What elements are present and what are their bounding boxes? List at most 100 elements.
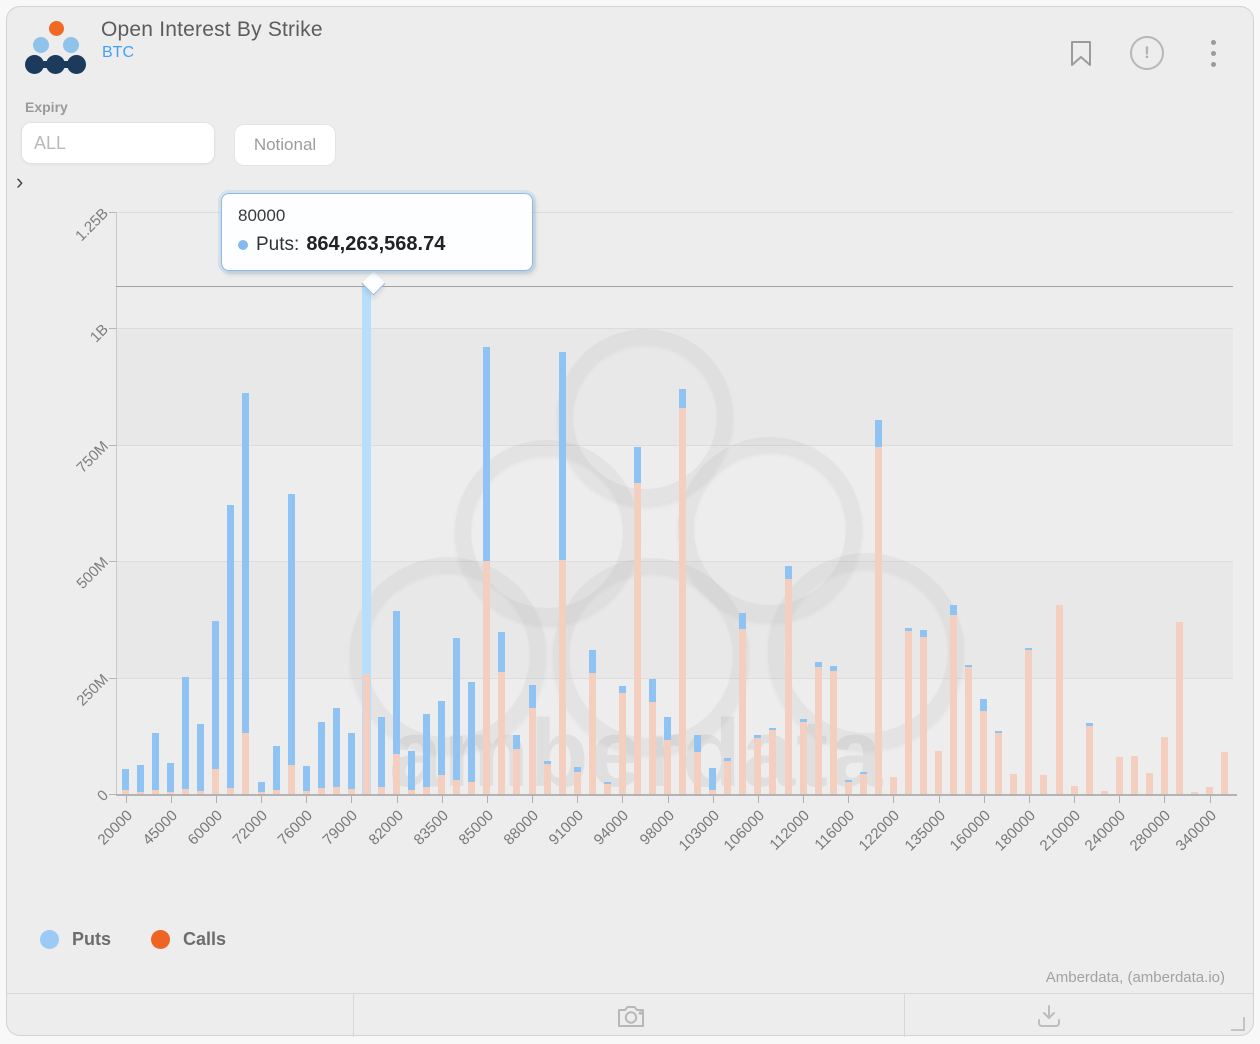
puts-bar[interactable] (347, 733, 355, 794)
puts-bar[interactable] (137, 765, 145, 794)
puts-bar[interactable] (438, 700, 446, 794)
calls-bar[interactable] (754, 737, 762, 794)
puts-bar[interactable] (182, 676, 190, 794)
calls-bar[interactable] (438, 775, 446, 794)
calls-bar[interactable] (709, 790, 717, 794)
calls-bar[interactable] (573, 771, 581, 794)
calls-bar[interactable] (347, 789, 355, 794)
calls-bar[interactable] (769, 729, 777, 794)
calls-bar[interactable] (122, 790, 129, 794)
calls-bar[interactable] (317, 788, 325, 794)
puts-bar[interactable] (167, 763, 175, 794)
calls-bar[interactable] (980, 710, 988, 794)
kebab-menu-icon[interactable] (1195, 35, 1231, 71)
puts-bar[interactable] (423, 713, 431, 794)
calls-bar[interactable] (212, 768, 220, 794)
calls-bar[interactable] (618, 693, 626, 794)
calls-bar[interactable] (302, 791, 310, 794)
calls-bar[interactable] (603, 783, 611, 794)
calls-bar[interactable] (227, 788, 235, 794)
calls-bar[interactable] (844, 781, 852, 794)
calls-bar[interactable] (814, 667, 822, 794)
expiry-select[interactable] (21, 122, 215, 164)
puts-bar[interactable] (257, 781, 265, 794)
calls-bar[interactable] (1145, 772, 1153, 794)
notional-toggle-button[interactable]: Notional (234, 124, 336, 166)
puts-bar[interactable] (272, 745, 280, 794)
puts-bar[interactable] (377, 717, 385, 794)
calls-bar[interactable] (588, 673, 596, 794)
calls-bar[interactable] (167, 791, 175, 794)
calls-bar[interactable] (1025, 649, 1033, 794)
puts-bar[interactable] (709, 768, 717, 794)
calls-bar[interactable] (408, 790, 416, 794)
calls-bar[interactable] (558, 560, 566, 794)
calls-bar[interactable] (874, 446, 882, 794)
calls-bar[interactable] (272, 789, 280, 794)
calls-bar[interactable] (498, 671, 506, 794)
calls-bar[interactable] (1010, 773, 1018, 794)
calls-bar[interactable] (920, 636, 928, 794)
calls-bar[interactable] (423, 787, 431, 794)
calls-bar[interactable] (889, 776, 897, 794)
info-icon[interactable]: ! (1129, 35, 1165, 71)
calls-bar[interactable] (483, 561, 491, 794)
calls-bar[interactable] (995, 733, 1003, 794)
puts-bar[interactable] (453, 637, 461, 794)
download-icon[interactable] (1029, 1000, 1069, 1032)
calls-bar[interactable] (724, 761, 732, 794)
calls-bar[interactable] (799, 721, 807, 794)
calls-bar[interactable] (1130, 755, 1138, 794)
calls-bar[interactable] (513, 748, 521, 794)
calls-bar[interactable] (377, 787, 385, 794)
calls-bar[interactable] (1040, 774, 1048, 794)
calls-bar[interactable] (453, 780, 461, 794)
puts-bar[interactable] (212, 621, 220, 794)
puts-bar[interactable] (302, 766, 310, 794)
puts-bar[interactable] (122, 768, 129, 794)
calls-bar[interactable] (1206, 787, 1214, 794)
calls-bar[interactable] (182, 789, 190, 794)
puts-bar[interactable] (197, 724, 205, 794)
calls-bar[interactable] (739, 628, 747, 794)
calls-bar[interactable] (362, 673, 370, 794)
calls-bar[interactable] (137, 791, 145, 794)
puts-bar[interactable] (242, 392, 250, 794)
puts-bar[interactable] (287, 493, 295, 794)
calls-bar[interactable] (784, 578, 792, 794)
puts-bar[interactable] (227, 505, 235, 794)
calls-bar[interactable] (950, 614, 958, 794)
puts-bar[interactable] (393, 610, 401, 794)
calls-bar[interactable] (242, 733, 250, 794)
calls-bar[interactable] (935, 750, 943, 794)
calls-bar[interactable] (829, 670, 837, 794)
puts-bar[interactable] (152, 733, 160, 794)
legend-item-calls[interactable]: Calls (151, 929, 226, 950)
calls-bar[interactable] (287, 764, 295, 794)
calls-bar[interactable] (904, 631, 912, 794)
camera-icon[interactable] (611, 1000, 651, 1032)
calls-bar[interactable] (1055, 604, 1063, 794)
calls-bar[interactable] (1221, 752, 1229, 794)
calls-bar[interactable] (468, 782, 476, 794)
calls-bar[interactable] (393, 754, 401, 794)
calls-bar[interactable] (332, 787, 340, 794)
legend-item-puts[interactable]: Puts (40, 929, 111, 950)
puts-bar[interactable] (332, 707, 340, 794)
calls-bar[interactable] (1085, 726, 1093, 794)
calls-bar[interactable] (197, 791, 205, 794)
calls-bar[interactable] (1100, 791, 1108, 794)
calls-bar[interactable] (633, 482, 641, 794)
calls-bar[interactable] (543, 763, 551, 794)
puts-bar[interactable] (468, 682, 476, 794)
calls-bar[interactable] (1175, 622, 1183, 794)
calls-bar[interactable] (1160, 736, 1168, 794)
calls-bar[interactable] (648, 701, 656, 794)
calls-bar[interactable] (679, 407, 687, 794)
calls-bar[interactable] (152, 790, 160, 794)
calls-bar[interactable] (1070, 786, 1078, 794)
calls-bar[interactable] (1191, 791, 1199, 794)
calls-bar[interactable] (965, 667, 973, 794)
puts-bar[interactable] (408, 750, 416, 794)
bookmark-icon[interactable] (1063, 35, 1099, 71)
